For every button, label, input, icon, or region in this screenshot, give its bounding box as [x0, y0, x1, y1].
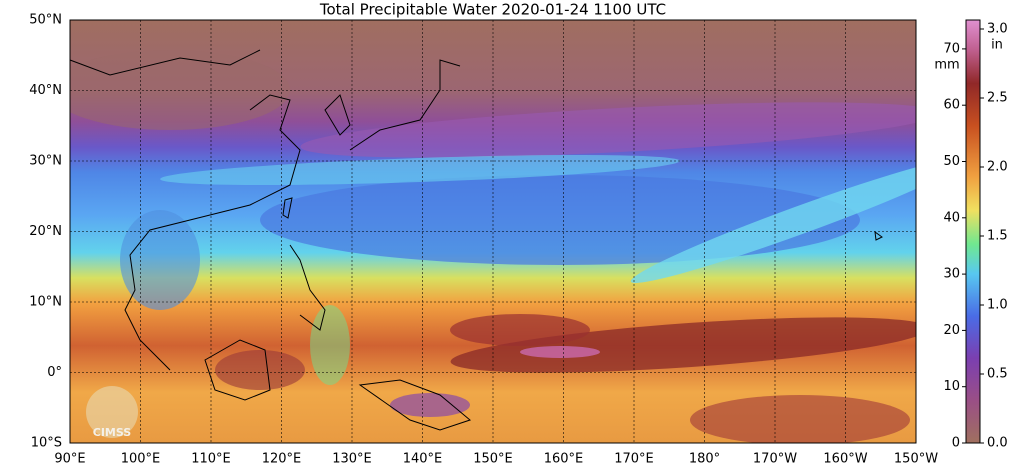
lon-label: 170°E — [614, 452, 654, 467]
lon-label: 110°E — [191, 452, 231, 467]
mm-tick-label: 10 — [943, 379, 960, 394]
colorbar — [965, 19, 981, 444]
lat-label: 50°N — [29, 13, 62, 28]
lon-label: 150°E — [473, 452, 513, 467]
in-tick-label: 0.0 — [987, 436, 1008, 451]
mm-tick-label: 60 — [943, 98, 960, 113]
logo-text: CIMSS — [93, 426, 132, 439]
lon-label: 140°E — [403, 452, 443, 467]
lat-label: 30°N — [29, 154, 62, 169]
logo: CIMSS — [86, 386, 138, 439]
lon-label: 160°W — [823, 452, 867, 467]
lat-label: 10°S — [31, 436, 62, 451]
mm-tick-label: 50 — [943, 154, 960, 169]
title: Total Precipitable Water 2020-01-24 1100… — [319, 1, 666, 19]
lon-label: 180° — [689, 452, 720, 467]
coastlines — [69, 49, 883, 431]
map-frame — [69, 19, 917, 444]
lon-label: 90°E — [54, 452, 85, 467]
lon-label: 130°E — [332, 452, 372, 467]
colorbar-unit-in: in — [991, 38, 1003, 53]
lat-label: 40°N — [29, 83, 62, 98]
lon-label: 150°W — [894, 452, 938, 467]
in-tick-label: 3.0 — [987, 22, 1008, 37]
mm-tick-label: 0 — [952, 436, 960, 451]
map-image — [70, 20, 916, 443]
labels: 50°N 40°N 30°N 20°N 10°N 0° 10°S90°E 100°E 110°E… — [29, 13, 1007, 467]
in-tick-label: 1.5 — [987, 229, 1008, 244]
lat-label: 20°N — [29, 224, 62, 239]
mm-tick-label: 20 — [943, 323, 960, 338]
lat-label: 10°N — [29, 295, 62, 310]
graticule — [69, 19, 917, 444]
in-tick-label: 0.5 — [987, 367, 1008, 382]
in-tick-label: 1.0 — [987, 298, 1008, 313]
lon-label: 100°E — [121, 452, 161, 467]
lon-label: 120°E — [262, 452, 302, 467]
lon-label: 170°W — [753, 452, 797, 467]
lon-label: 160°E — [544, 452, 584, 467]
mm-tick-label: 40 — [943, 210, 960, 225]
mm-tick-label: 30 — [943, 267, 960, 282]
mm-tick-label: 70 — [943, 41, 960, 56]
in-tick-label: 2.5 — [987, 91, 1008, 106]
colorbar-unit-mm: mm — [934, 58, 959, 73]
in-tick-label: 2.0 — [987, 160, 1008, 175]
lat-label: 0° — [47, 365, 62, 380]
